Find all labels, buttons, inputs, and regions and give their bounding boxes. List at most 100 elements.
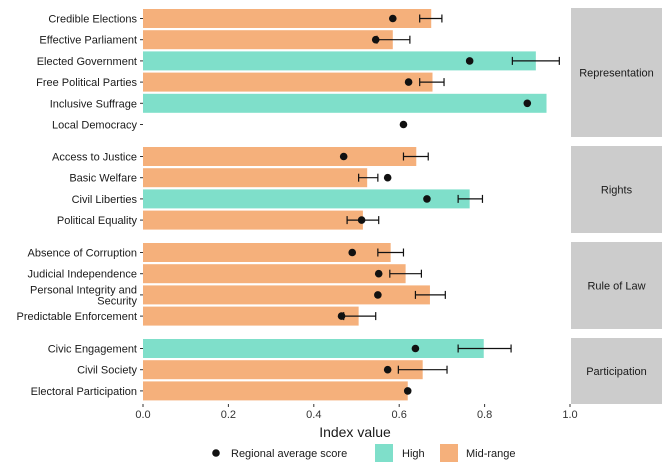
- legend-item-average: Regional average score: [212, 448, 347, 460]
- error-bar: [377, 248, 405, 257]
- legend-label: High: [402, 448, 425, 460]
- category-label: Civil Liberties: [72, 194, 138, 206]
- category-label: Access to Justice: [52, 152, 137, 164]
- average-point: [339, 152, 348, 161]
- facet-strip: [571, 242, 662, 329]
- x-axis: 0.0 0.2 0.4 0.6 0.8 1.0: [135, 404, 578, 421]
- category-label: Absence of Corruption: [28, 248, 137, 260]
- bar-row: Civil Society: [77, 360, 448, 380]
- chart-panels: Representation Credible Elections Effectiv…: [17, 8, 662, 404]
- facet-strip: [571, 338, 662, 404]
- legend-high-key: [375, 444, 393, 462]
- bar-row: Effective Parliament: [39, 30, 411, 50]
- facet-panel: Representation Credible Elections Effectiv…: [36, 8, 662, 137]
- category-label: Effective Parliament: [39, 35, 137, 47]
- average-point: [411, 344, 420, 353]
- average-point: [374, 291, 382, 299]
- average-point: [404, 78, 413, 86]
- x-tick-label: 0.0: [135, 409, 150, 421]
- bar: [143, 285, 430, 305]
- category-label: Electoral Participation: [31, 386, 137, 398]
- x-axis-title: Index value: [319, 424, 391, 440]
- bar-row: Access to Justice: [52, 147, 429, 166]
- bar-row: Civic Engagement: [48, 339, 512, 358]
- legend: Regional average score High Mid-range: [212, 444, 516, 462]
- facet-strip-label: Representation: [579, 68, 654, 80]
- category-label: Political Equality: [57, 215, 138, 227]
- average-point: [523, 99, 532, 108]
- bar-row: Inclusive Suffrage: [50, 93, 547, 113]
- legend-item-mid: Mid-range: [440, 444, 516, 462]
- error-bar: [397, 365, 448, 374]
- category-label: Predictable Enforcement: [17, 311, 137, 323]
- bar-row: Predictable Enforcement: [17, 306, 377, 326]
- category-label: Local Democracy: [52, 120, 137, 132]
- error-bar: [511, 56, 560, 65]
- bar: [143, 306, 359, 326]
- category-label: Credible Elections: [48, 14, 137, 26]
- average-point: [357, 216, 366, 224]
- x-tick-label: 0.4: [306, 409, 321, 421]
- bar: [143, 9, 432, 28]
- average-point: [383, 173, 392, 182]
- x-tick-label: 0.2: [221, 409, 236, 421]
- bar: [143, 72, 433, 92]
- bar: [143, 93, 547, 113]
- average-point: [383, 365, 392, 374]
- bar: [143, 189, 470, 209]
- facet-strip: [571, 146, 662, 233]
- error-bar: [402, 152, 429, 161]
- average-point: [403, 387, 412, 395]
- average-point: [374, 269, 383, 278]
- average-point: [388, 14, 397, 23]
- bar-row: Credible Elections: [48, 9, 443, 28]
- error-bar: [457, 344, 512, 353]
- bar: [143, 339, 484, 358]
- error-bar: [414, 290, 446, 299]
- bar: [143, 360, 423, 380]
- average-point: [348, 248, 357, 257]
- x-tick-label: 1.0: [562, 409, 577, 421]
- facet-strip-label: Rights: [601, 185, 633, 197]
- bar: [143, 51, 536, 71]
- legend-label: Mid-range: [466, 448, 516, 460]
- bar-row: Civil Liberties: [72, 189, 484, 209]
- bar: [143, 147, 417, 166]
- error-bar: [358, 173, 379, 182]
- facet-strip-label: Rule of Law: [587, 281, 645, 293]
- bar-row: Free Political Parties: [36, 72, 445, 92]
- bar-row: Electoral Participation: [31, 381, 412, 401]
- category-label: Inclusive Suffrage: [50, 98, 137, 110]
- average-point: [371, 35, 380, 44]
- category-label: Free Political Parties: [36, 77, 137, 89]
- legend-label: Regional average score: [231, 448, 347, 460]
- bar: [143, 264, 406, 284]
- x-tick-label: 0.6: [392, 409, 407, 421]
- average-point: [399, 120, 408, 129]
- average-point: [465, 57, 474, 65]
- error-bar: [457, 194, 484, 203]
- error-bar: [419, 14, 443, 23]
- average-point: [337, 312, 346, 320]
- bar-row: Political Equality: [57, 210, 380, 230]
- bar-row: Personal Integrity and Security: [30, 284, 446, 307]
- bar-row: Elected Government: [37, 51, 560, 71]
- bar: [143, 168, 368, 188]
- legend-item-high: High: [375, 444, 425, 462]
- category-label: Elected Government: [37, 56, 137, 68]
- category-label: Personal Integrity and Security: [30, 284, 138, 307]
- facet-panel: Rights Access to Justice Basic Welfare Civi…: [52, 146, 662, 233]
- category-label: Civic Engagement: [48, 344, 137, 356]
- bar-row: Basic Welfare: [69, 168, 392, 188]
- legend-point-key: [212, 449, 220, 457]
- error-bar: [419, 78, 445, 87]
- facet-panel: Rule of Law Absence of Corruption Judicial…: [17, 242, 662, 329]
- bar-row: Judicial Independence: [28, 264, 423, 284]
- legend-mid-key: [440, 444, 458, 462]
- bar: [143, 243, 391, 262]
- bar: [143, 30, 393, 50]
- category-label: Judicial Independence: [28, 269, 137, 281]
- error-bar: [389, 269, 423, 278]
- bar: [143, 210, 363, 230]
